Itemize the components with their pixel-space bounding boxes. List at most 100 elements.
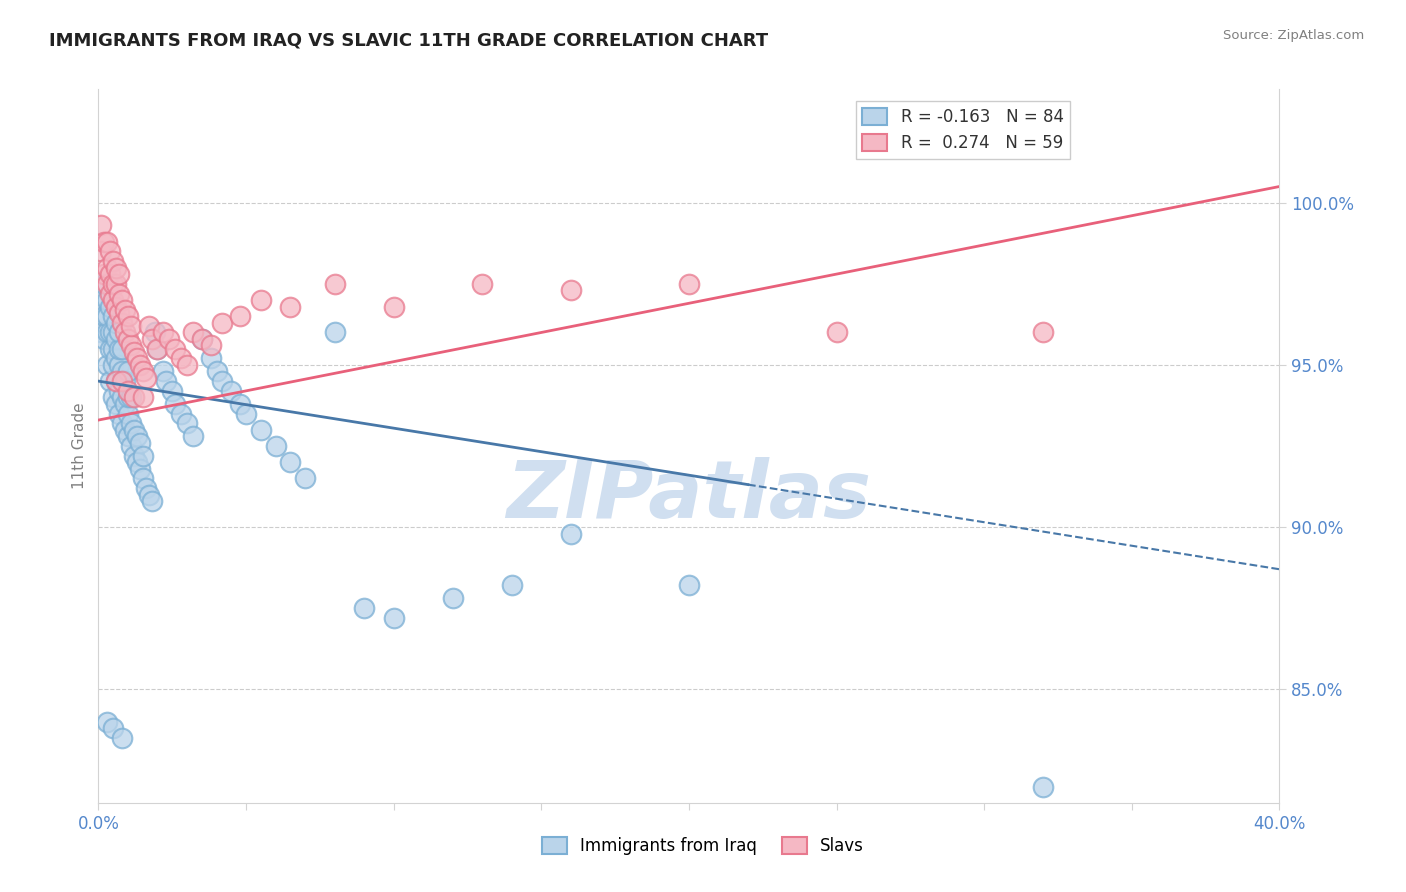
Point (382, 611, 405, 625)
Point (135, 371, 157, 385)
Point (132, 364, 155, 378)
Point (122, 423, 145, 437)
Point (103, 358, 125, 372)
Point (125, 351, 148, 366)
Point (117, 332, 139, 346)
Point (103, 390, 125, 404)
Point (250, 423, 273, 437)
Point (122, 345, 145, 359)
Point (323, 326, 346, 340)
Point (294, 471, 316, 485)
Text: Source: ZipAtlas.com: Source: ZipAtlas.com (1223, 29, 1364, 42)
Point (108, 358, 131, 372)
Point (280, 300, 302, 314)
Point (323, 277, 346, 291)
Point (114, 302, 136, 317)
Point (141, 332, 163, 346)
Point (1032, 326, 1054, 340)
Point (93, 267, 115, 281)
Point (90, 244, 112, 259)
Point (125, 429, 148, 443)
Point (105, 351, 128, 366)
Point (128, 435, 150, 450)
Point (125, 455, 148, 469)
Point (98, 300, 121, 314)
Point (146, 342, 169, 356)
Point (114, 326, 136, 340)
Point (98, 326, 121, 340)
Point (103, 342, 125, 356)
Point (353, 601, 375, 615)
Point (96, 277, 118, 291)
Point (176, 358, 198, 372)
Point (117, 384, 139, 398)
Point (120, 439, 142, 453)
Point (105, 332, 128, 346)
Point (146, 342, 169, 356)
Point (1032, 780, 1054, 794)
Point (229, 397, 252, 411)
Point (96, 260, 118, 275)
Point (103, 721, 125, 735)
Point (382, 300, 405, 314)
Point (105, 300, 128, 314)
Point (103, 310, 125, 324)
Point (108, 342, 131, 356)
Point (117, 364, 139, 378)
Point (141, 494, 163, 508)
Point (560, 283, 582, 297)
Point (211, 374, 233, 388)
Point (96, 310, 118, 324)
Point (96, 326, 118, 340)
Y-axis label: 11th Grade: 11th Grade (72, 402, 87, 490)
Point (211, 316, 233, 330)
Point (120, 417, 142, 431)
Point (280, 455, 302, 469)
Point (200, 338, 222, 352)
Point (229, 310, 252, 324)
Point (235, 407, 257, 421)
Point (560, 526, 582, 541)
Point (471, 277, 494, 291)
Point (96, 235, 118, 249)
Point (120, 338, 142, 352)
Point (105, 260, 128, 275)
Point (111, 342, 134, 356)
Point (105, 397, 128, 411)
Point (152, 326, 174, 340)
Point (108, 306, 131, 320)
Point (117, 407, 139, 421)
Point (120, 318, 142, 333)
Point (200, 351, 222, 366)
Point (132, 449, 155, 463)
Point (122, 390, 145, 404)
Point (165, 342, 187, 356)
Point (105, 316, 128, 330)
Point (111, 731, 134, 745)
Point (128, 358, 150, 372)
Point (90, 293, 112, 307)
Point (114, 397, 136, 411)
Point (111, 316, 134, 330)
Point (108, 286, 131, 301)
Point (114, 423, 136, 437)
Point (108, 407, 131, 421)
Point (111, 293, 134, 307)
Point (108, 267, 131, 281)
Point (93, 277, 115, 291)
Point (264, 439, 287, 453)
Point (103, 277, 125, 291)
Legend: Immigrants from Iraq, Slavs: Immigrants from Iraq, Slavs (536, 830, 870, 862)
Point (111, 390, 134, 404)
Legend: R = -0.163   N = 84, R =  0.274   N = 59: R = -0.163 N = 84, R = 0.274 N = 59 (856, 101, 1070, 159)
Point (120, 390, 142, 404)
Point (825, 326, 848, 340)
Point (105, 374, 128, 388)
Point (155, 374, 177, 388)
Point (117, 310, 139, 324)
Point (108, 326, 131, 340)
Point (90, 219, 112, 233)
Point (90, 326, 112, 340)
Point (93, 235, 115, 249)
Point (181, 429, 204, 443)
